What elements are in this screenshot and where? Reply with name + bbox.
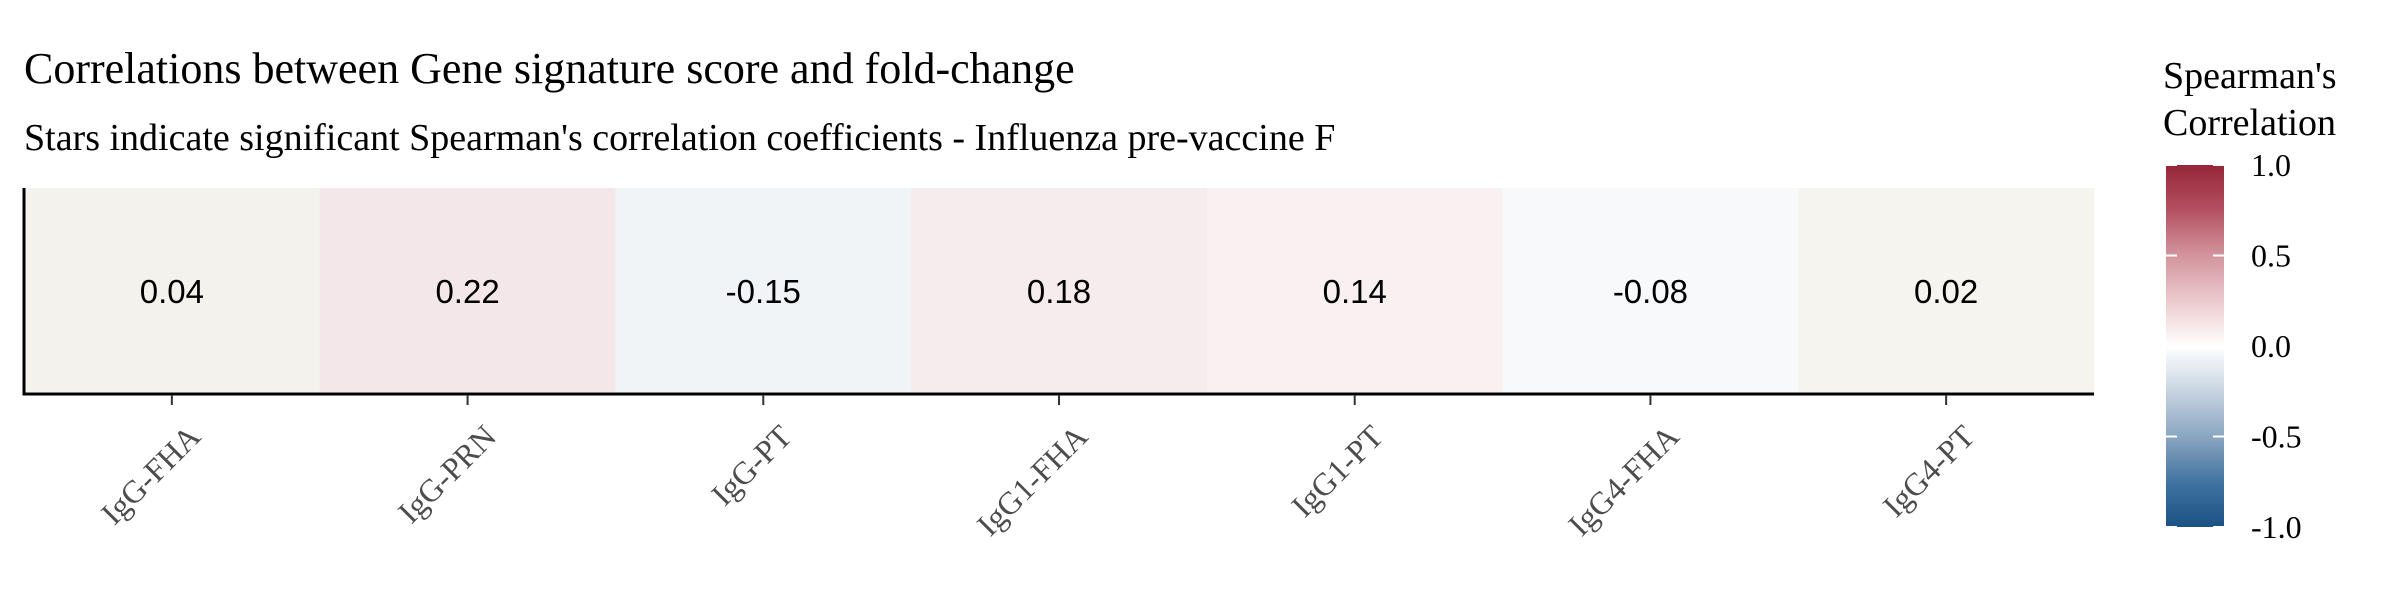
- heatmap-cell-igg-prn: [319, 188, 616, 392]
- cell-value-label: -0.08: [1613, 273, 1688, 310]
- heatmap-cell-igg-pt: [615, 188, 912, 392]
- cell-value-label: 0.04: [140, 273, 204, 310]
- heatmap-cell-igg4-fha: [1502, 188, 1799, 392]
- legend-ticks: [2166, 164, 2224, 528]
- x-tick-label: IgG4-FHA: [1561, 418, 1686, 543]
- heatmap-cell-igg4-pt: [1798, 188, 2095, 392]
- x-tick-label: IgG-PRN: [391, 418, 503, 530]
- heatmap-cell-igg1-pt: [1206, 188, 1504, 392]
- legend-tick-label: -0.5: [2251, 419, 2302, 455]
- x-axis-ticks: [170, 395, 1948, 405]
- heatmap-cell-igg1-fha: [911, 188, 1208, 392]
- x-tick-label: IgG4-PT: [1876, 418, 1982, 524]
- cell-value-label: 0.18: [1027, 273, 1091, 310]
- legend-tick-label: 0.5: [2251, 238, 2291, 274]
- legend-tick-label: 0.0: [2251, 328, 2291, 364]
- legend-title-line1: Spearman's: [2163, 55, 2337, 97]
- cell-value-label: -0.15: [726, 273, 801, 310]
- x-tick-label: IgG1-FHA: [970, 418, 1095, 543]
- chart-subtitle: Stars indicate significant Spearman's co…: [24, 117, 1335, 159]
- chart-title: Correlations between Gene signature scor…: [24, 44, 1075, 93]
- legend-tick-labels: 1.0 0.5 0.0 -0.5 -1.0: [2251, 147, 2302, 545]
- legend-title-line2: Correlation: [2163, 102, 2336, 144]
- heatmap-cell-igg-fha: [24, 188, 321, 392]
- legend: Spearman's Correlation 1.0 0.5 0.0 -0.5 -1.0: [2163, 55, 2337, 545]
- legend-tick-label: 1.0: [2251, 147, 2291, 183]
- heatmap-value-labels: 0.04 0.22 -0.15 0.18 0.14 -0.08 0.02: [140, 273, 1979, 310]
- heatmap-cells: [24, 188, 2095, 392]
- legend-tick-label: -1.0: [2251, 509, 2302, 545]
- x-tick-label: IgG-FHA: [94, 418, 207, 531]
- x-tick-label: IgG-PT: [704, 418, 799, 513]
- x-axis-tick-labels: IgG-FHA IgG-PRN IgG-PT IgG1-FHA IgG1-PT IgG4-…: [94, 418, 1982, 543]
- cell-value-label: 0.22: [435, 273, 499, 310]
- cell-value-label: 0.14: [1323, 273, 1387, 310]
- cell-value-label: 0.02: [1914, 273, 1978, 310]
- x-tick-label: IgG1-PT: [1284, 418, 1390, 524]
